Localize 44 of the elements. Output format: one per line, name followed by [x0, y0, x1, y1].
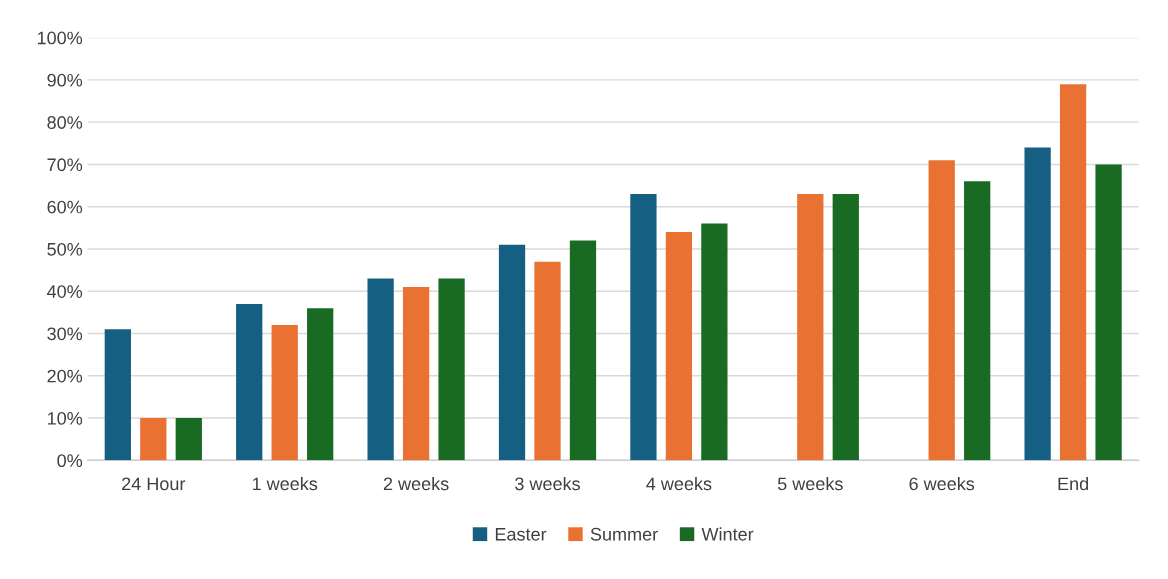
y-tick-label: 60% [47, 200, 83, 214]
x-tick-label: 3 weeks [515, 476, 580, 491]
y-tick-label: 0% [57, 454, 83, 468]
bar [498, 244, 526, 461]
legend-label: Summer [590, 527, 658, 541]
y-tick-label: 40% [47, 285, 83, 298]
x-tick-label: 2 weeks [383, 476, 449, 491]
legend-label: Winter [701, 527, 754, 541]
x-tick-label: 6 weeks [909, 476, 975, 491]
bar [307, 308, 334, 461]
y-tick-label: 80% [47, 116, 83, 129]
y-tick-label: 100% [37, 31, 83, 45]
x-tick-label: 24 Hour [122, 477, 186, 491]
bar [534, 261, 561, 461]
x-tick-label: 4 weeks [646, 476, 712, 491]
bar [701, 223, 728, 461]
y-tick-label: 50% [47, 242, 83, 256]
bar [104, 329, 131, 461]
bar [797, 194, 824, 461]
bar [175, 418, 202, 461]
bar [964, 181, 991, 461]
x-tick-label: 1 weeks [252, 476, 318, 491]
bar [271, 325, 298, 461]
bar [140, 418, 167, 461]
y-tick-label: 20% [47, 369, 83, 383]
bar [928, 160, 955, 461]
bar [367, 278, 394, 461]
y-tick-label: 30% [47, 327, 83, 341]
y-tick-label: 10% [47, 411, 83, 425]
x-tick-label: End [1058, 476, 1088, 491]
bar [1024, 147, 1051, 461]
bar [832, 194, 859, 461]
bar [236, 303, 263, 461]
bar [438, 278, 465, 461]
bar [665, 232, 693, 461]
bar [1059, 84, 1087, 461]
y-tick-label: 70% [47, 158, 83, 172]
bar [1095, 164, 1122, 461]
x-tick-label: 5 weeks [777, 476, 843, 491]
bar [402, 287, 430, 461]
bar [569, 240, 597, 461]
bar [630, 194, 657, 461]
y-tick-label: 90% [47, 73, 83, 87]
legend-label: Easter [495, 528, 547, 541]
